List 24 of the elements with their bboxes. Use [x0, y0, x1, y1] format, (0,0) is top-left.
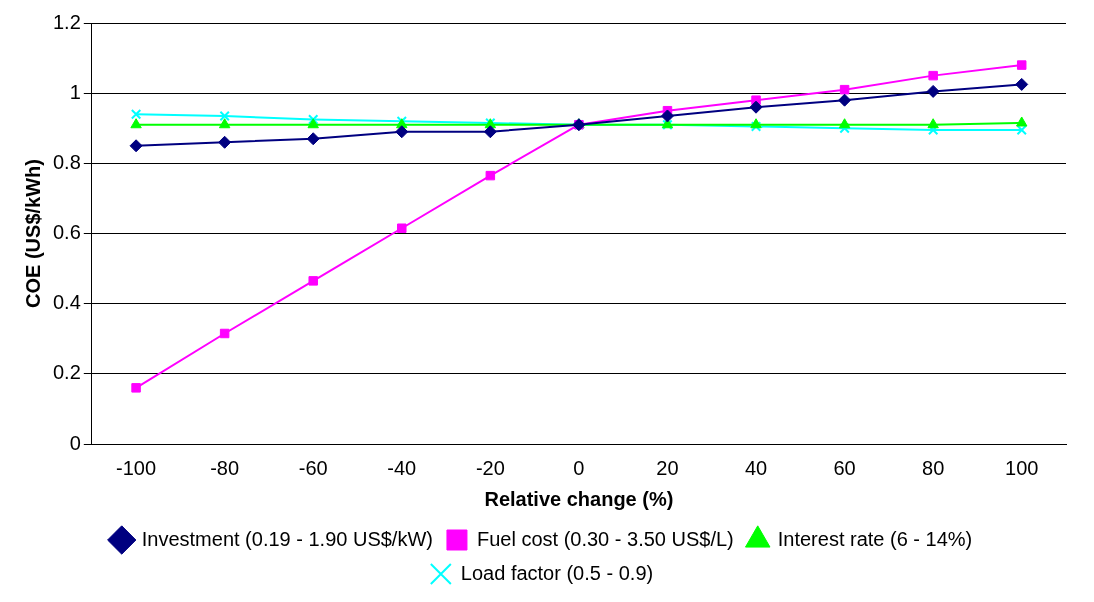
legend-label: Interest rate (6 - 14%): [777, 527, 973, 550]
x-tick-label: 60: [833, 456, 856, 479]
x-tick-label: 40: [744, 456, 768, 479]
x-tick-label: 20: [656, 456, 679, 479]
y-tick-label: 0.8: [52, 150, 81, 173]
y-tick-label: 0.6: [52, 221, 81, 244]
y-tick-label: 1.2: [52, 10, 81, 33]
x-tick-label: 0: [573, 456, 585, 479]
x-tick-label: -80: [210, 456, 240, 479]
x-tick-label: -60: [298, 456, 328, 479]
x-tick-label: -100: [116, 456, 157, 479]
y-tick-label: 0.4: [52, 291, 81, 314]
y-tick-label: 0.2: [52, 361, 81, 384]
x-tick-label: -20: [475, 456, 505, 479]
y-tick-label: 1: [69, 80, 81, 103]
legend-label: Load factor (0.5 - 0.9): [460, 561, 654, 584]
y-tick-label: 0: [69, 431, 81, 454]
x-tick-label: -40: [387, 456, 417, 479]
y-axis-title: COE (US$/kWh): [21, 159, 44, 308]
x-tick-label: 80: [922, 456, 945, 479]
x-axis-title: Relative change (%): [484, 487, 674, 510]
legend-label: Investment (0.19 - 1.90 US$/kW): [141, 527, 433, 550]
x-tick-label: 100: [1005, 456, 1039, 479]
legend-label: Fuel cost (0.30 - 3.50 US$/L): [476, 527, 734, 550]
